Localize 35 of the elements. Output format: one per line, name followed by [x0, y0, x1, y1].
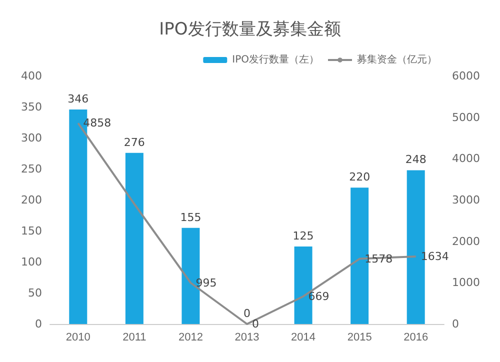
x-tick-label: 2012	[178, 332, 203, 344]
y2-tick-label: 3000	[452, 194, 480, 206]
y-tick-label: 50	[28, 286, 42, 300]
x-tick-label: 2011	[122, 332, 146, 344]
legend-label: IPO发行数量（左）	[232, 54, 320, 66]
y-tick-label: 150	[21, 224, 42, 238]
bar	[125, 152, 144, 324]
data-label: 155	[180, 210, 202, 224]
data-label: 125	[292, 230, 314, 242]
y-tick-label: 300	[21, 132, 42, 144]
data-label: 276	[124, 136, 145, 149]
y-tick-label: 0	[35, 318, 42, 330]
y-tick-label: 250	[21, 162, 42, 176]
x-tick-label: 2015	[347, 332, 372, 344]
y-tick-label: 100	[21, 256, 42, 268]
x-tick-label: 2016	[404, 332, 428, 344]
data-label: 220	[349, 170, 370, 184]
x-tick-label: 2010	[66, 332, 90, 344]
y2-tick-label: 2000	[452, 234, 480, 248]
data-label: 0	[252, 318, 259, 330]
x-tick-label: 2014	[291, 332, 316, 344]
x-tick-label: 2013	[234, 332, 260, 344]
chart-title: IPO发行数量及募集金额	[159, 20, 341, 40]
y-tick-label: 350	[21, 100, 42, 114]
y2-tick-label: 0	[452, 318, 459, 330]
legend-label: 募集资金（亿元）	[357, 54, 437, 66]
y2-tick-label: 6000	[452, 70, 480, 82]
y2-tick-label: 1000	[452, 276, 480, 290]
y2-tick-label: 5000	[452, 110, 480, 124]
data-label: 248	[405, 153, 426, 166]
y-tick-label: 200	[21, 194, 42, 206]
data-label: 0	[244, 307, 250, 320]
y2-tick-label: 4000	[452, 152, 480, 166]
data-label: 346	[68, 92, 89, 106]
y-tick-label: 400	[21, 70, 42, 82]
